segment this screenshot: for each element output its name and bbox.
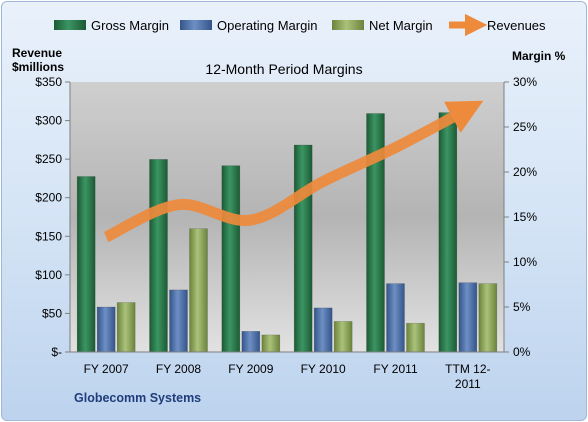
x-tick-label: FY 2008 [156, 362, 201, 376]
bar-net-margin-fy-2008 [189, 228, 208, 353]
legend-item-operating-margin: Operating Margin [180, 18, 317, 33]
revenues-line [103, 100, 484, 243]
legend: Gross Margin Operating Margin Net Margin… [54, 13, 546, 37]
bar-net-margin-fy-2010 [333, 321, 353, 353]
x-tick-label: FY 2009 [228, 362, 273, 376]
left-tick-label: $50 [42, 306, 62, 320]
right-tick-label: 5% [513, 300, 531, 314]
left-tick-label: $150 [35, 229, 62, 243]
x-tick-label: FY 2010 [301, 362, 346, 376]
right-tick-label: 0% [513, 345, 531, 359]
left-axis-title-line-1: Revenue [12, 46, 62, 60]
bar-gross-margin-fy-2008 [149, 159, 168, 353]
x-tick-label: FY 2007 [84, 362, 129, 376]
left-tick-label: $200 [35, 191, 62, 205]
legend-swatch-net-margin [332, 20, 364, 30]
bar-gross-margin-fy-2010 [293, 144, 313, 353]
left-tick-label: $250 [35, 152, 62, 166]
legend-label-net-margin: Net Margin [369, 18, 433, 33]
bar-operating-margin-fy-2007 [96, 306, 116, 353]
revenue-line-layer [103, 100, 484, 243]
legend-swatch-operating-margin [180, 20, 212, 30]
chart-title: 12-Month Period Margins [205, 61, 362, 77]
right-tick-label: 15% [513, 210, 537, 224]
legend-item-gross-margin: Gross Margin [54, 18, 169, 33]
bar-net-margin-ttm-12-2011 [478, 283, 498, 353]
left-tick-label: $350 [35, 75, 62, 89]
left-axis-title-line-2: $millions [12, 60, 64, 74]
bar-net-margin-fy-2009 [261, 334, 281, 353]
bar-operating-margin-fy-2010 [313, 307, 333, 353]
left-tick-label: $100 [35, 268, 62, 282]
axes-layer: $- $50 $100 $150 $200 $250 $300 $350 0% 5% 10% 15% 2… [35, 75, 537, 391]
legend-label-revenues: Revenues [487, 18, 546, 33]
bar-net-margin-fy-2011 [406, 322, 425, 353]
bar-operating-margin-fy-2009 [241, 330, 261, 353]
x-tick-label: FY 2011 [373, 362, 418, 376]
bar-net-margin-fy-2007 [116, 302, 136, 353]
bar-gross-margin-fy-2009 [221, 165, 241, 353]
legend-swatch-gross-margin [54, 20, 86, 30]
bar-operating-margin-ttm-12-2011 [458, 282, 478, 353]
right-axis-title: Margin % [512, 49, 566, 63]
left-tick-label: $- [51, 345, 62, 359]
right-tick-label: 20% [513, 165, 537, 179]
footer-company-name: Globecomm Systems [74, 391, 201, 405]
bar-operating-margin-fy-2008 [169, 289, 188, 353]
legend-label-operating-margin: Operating Margin [217, 18, 317, 33]
legend-item-net-margin: Net Margin [332, 18, 433, 33]
right-tick-label: 25% [513, 120, 537, 134]
left-tick-label: $300 [35, 114, 62, 128]
legend-label-gross-margin: Gross Margin [91, 18, 169, 33]
x-tick-label: TTM 12- [445, 362, 490, 376]
bar-gross-margin-ttm-12-2011 [438, 112, 458, 353]
x-tick-label: 2011 [455, 377, 481, 391]
right-tick-label: 30% [513, 75, 537, 89]
right-tick-label: 10% [513, 255, 537, 269]
legend-item-revenues: Revenues [449, 13, 546, 37]
bar-gross-margin-fy-2007 [76, 176, 96, 353]
bar-operating-margin-fy-2011 [386, 283, 405, 353]
